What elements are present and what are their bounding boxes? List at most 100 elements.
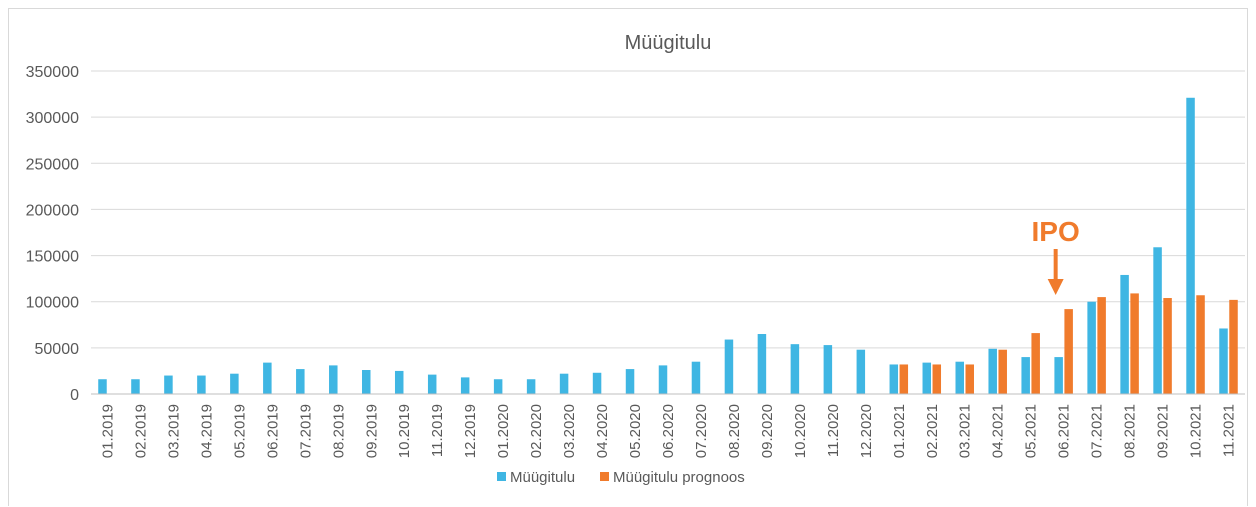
bar-chart: 0 50000 100000 150000 200000 250000 300000 3500… <box>26 32 1245 486</box>
x-axis-ticks: 01.2019 02.2019 03.2019 04.2019 05.2019 06.20… <box>99 404 1237 458</box>
bar-muugitulu <box>1054 357 1063 394</box>
x-tick-label: 09.2019 <box>363 404 380 458</box>
x-tick-label: 02.2021 <box>924 404 941 458</box>
x-tick-label: 07.2020 <box>693 404 710 458</box>
bar-muugitulu-prognoos <box>1031 333 1040 394</box>
bar-muugitulu <box>724 339 734 394</box>
bar-muugitulu <box>559 373 569 394</box>
bar-muugitulu <box>131 379 140 394</box>
x-tick-label: 11.2019 <box>429 404 446 457</box>
x-tick-label: 03.2021 <box>957 404 974 458</box>
x-tick-label: 09.2021 <box>1155 404 1172 458</box>
x-tick-label: 02.2019 <box>132 404 149 458</box>
bar-muugitulu <box>1087 301 1096 394</box>
bar-muugitulu-prognoos <box>998 349 1007 394</box>
y-tick-label: 100000 <box>26 295 79 312</box>
annotation-arrow-head <box>1047 279 1064 295</box>
legend-label: Müügitulu prognoos <box>613 469 745 486</box>
bar-muugitulu <box>1219 328 1228 394</box>
x-tick-label: 08.2021 <box>1122 404 1139 458</box>
bar-muugitulu <box>493 379 503 394</box>
bar-muugitulu <box>955 361 964 394</box>
bar-muugitulu <box>98 379 107 394</box>
bars <box>98 97 1238 395</box>
bar-muugitulu <box>691 361 701 394</box>
y-axis-ticks: 0 50000 100000 150000 200000 250000 300000 3500… <box>26 64 79 404</box>
bar-muugitulu <box>230 373 239 394</box>
bar-muugitulu <box>197 375 206 394</box>
chart-title: Müügitulu <box>625 32 712 54</box>
y-tick-label: 350000 <box>26 64 79 81</box>
x-tick-label: 06.2019 <box>264 404 281 458</box>
y-tick-label: 50000 <box>35 341 80 358</box>
x-tick-label: 03.2020 <box>561 404 578 458</box>
x-tick-label: 04.2020 <box>594 404 611 458</box>
x-tick-label: 11.2021 <box>1221 404 1238 457</box>
bar-muugitulu-prognoos <box>1130 293 1139 394</box>
x-tick-label: 08.2020 <box>726 404 743 458</box>
bar-muugitulu <box>460 377 470 394</box>
bar-muugitulu <box>1021 357 1030 394</box>
x-tick-label: 01.2019 <box>99 404 116 458</box>
x-tick-label: 05.2021 <box>1023 404 1040 458</box>
bar-muugitulu <box>1153 247 1162 394</box>
bar-muugitulu-prognoos <box>899 364 909 394</box>
annotations: IPO <box>1032 216 1080 295</box>
y-tick-label: 250000 <box>26 156 79 173</box>
x-tick-label: 10.2020 <box>792 404 809 458</box>
bar-muugitulu <box>329 365 338 394</box>
y-tick-label: 0 <box>70 387 79 404</box>
bar-muugitulu <box>823 345 833 394</box>
bar-muugitulu <box>790 344 800 394</box>
x-tick-label: 09.2020 <box>759 404 776 458</box>
x-tick-label: 04.2021 <box>990 404 1007 458</box>
x-tick-label: 12.2020 <box>858 404 875 458</box>
x-tick-label: 01.2021 <box>891 404 908 458</box>
x-tick-label: 03.2019 <box>165 404 182 458</box>
bar-muugitulu <box>757 334 767 394</box>
x-tick-label: 10.2021 <box>1188 404 1205 458</box>
bar-muugitulu-prognoos <box>965 364 974 394</box>
legend-label: Müügitulu <box>510 469 575 486</box>
y-tick-label: 200000 <box>26 202 79 219</box>
chart-container: 0 50000 100000 150000 200000 250000 300000 3500… <box>8 8 1248 506</box>
y-tick-label: 300000 <box>26 110 79 127</box>
x-tick-label: 11.2020 <box>825 404 842 457</box>
bar-muugitulu <box>988 348 997 394</box>
bar-muugitulu <box>658 365 668 394</box>
bar-muugitulu-prognoos <box>1163 298 1172 394</box>
x-tick-label: 04.2019 <box>198 404 215 458</box>
bar-muugitulu-prognoos <box>1064 309 1073 394</box>
x-tick-label: 01.2020 <box>495 404 512 458</box>
x-tick-label: 06.2021 <box>1056 404 1073 458</box>
bar-muugitulu <box>427 374 437 394</box>
bar-muugitulu <box>263 362 272 394</box>
bar-muugitulu-prognoos <box>1097 297 1106 394</box>
bar-muugitulu <box>362 370 371 394</box>
bar-muugitulu-prognoos <box>1229 299 1238 394</box>
bar-muugitulu <box>1186 97 1195 395</box>
bar-muugitulu <box>164 375 173 394</box>
x-tick-label: 05.2019 <box>231 404 248 458</box>
bar-muugitulu <box>526 379 536 394</box>
gridlines <box>91 70 1245 349</box>
bar-muugitulu-prognoos <box>1196 295 1205 394</box>
x-tick-label: 12.2019 <box>462 404 479 458</box>
legend-swatch <box>600 472 609 481</box>
x-tick-label: 10.2019 <box>396 404 413 458</box>
bar-muugitulu <box>394 370 404 394</box>
x-tick-label: 07.2019 <box>297 404 314 458</box>
x-tick-label: 08.2019 <box>330 404 347 458</box>
bar-muugitulu <box>592 372 602 394</box>
bar-muugitulu-prognoos <box>932 364 942 394</box>
x-tick-label: 02.2020 <box>528 404 545 458</box>
bar-muugitulu <box>889 364 899 394</box>
bar-muugitulu <box>625 369 635 394</box>
bar-muugitulu <box>296 369 305 394</box>
x-tick-label: 05.2020 <box>627 404 644 458</box>
x-tick-label: 06.2020 <box>660 404 677 458</box>
legend: Müügitulu Müügitulu prognoos <box>497 469 745 486</box>
legend-swatch <box>497 472 506 481</box>
annotation-label: IPO <box>1032 216 1080 247</box>
y-tick-label: 150000 <box>26 249 79 266</box>
